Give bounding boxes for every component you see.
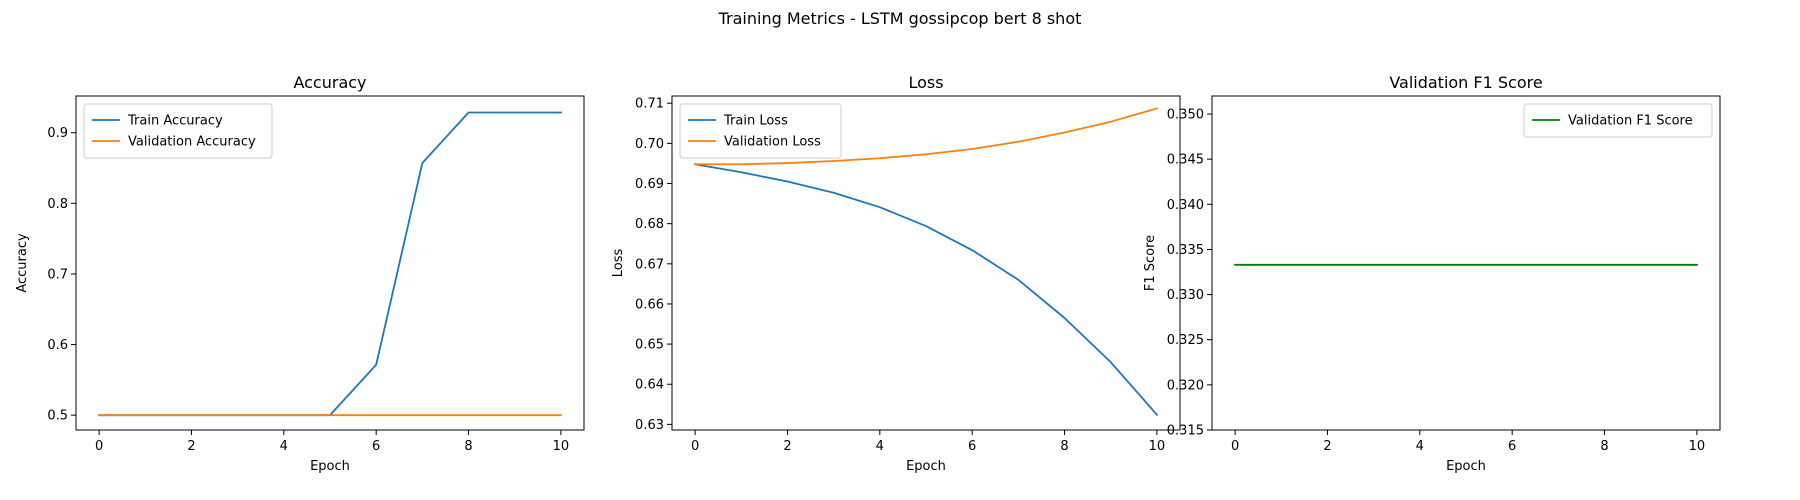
legend-entry: Train Accuracy <box>127 114 223 129</box>
x-tick-label: 0 <box>691 439 699 454</box>
chart-title: Validation F1 Score <box>1389 73 1542 92</box>
y-tick-label: 0.7 <box>47 267 68 282</box>
y-tick-label: 0.315 <box>1167 424 1204 439</box>
x-tick-label: 2 <box>187 439 195 454</box>
y-tick-label: 0.5 <box>47 409 68 424</box>
x-tick-label: 6 <box>1508 439 1516 454</box>
x-tick-label: 10 <box>553 439 570 454</box>
legend-entry: Validation Loss <box>724 135 821 150</box>
x-tick-label: 4 <box>1416 439 1424 454</box>
chart-panel-2: Loss 0 2 4 6 8 10 0.63 0.64 0.65 0.66 0.67 0.68 0.69 0… <box>611 73 1181 474</box>
legend: Train Accuracy Validation Accuracy <box>83 103 273 159</box>
y-tick-label: 0.330 <box>1167 288 1204 303</box>
chart-title: Accuracy <box>293 73 366 92</box>
legend: Train Loss Validation Loss <box>679 103 842 159</box>
y-tick-label: 0.345 <box>1167 153 1204 168</box>
legend-box <box>679 103 842 159</box>
y-tick-label: 0.350 <box>1167 108 1204 123</box>
chart-panel-1: Accuracy 0 2 4 6 8 10 0.5 0.6 0.7 0.8 0.9 Epoch Accur… <box>15 73 585 474</box>
x-tick-label: 8 <box>1600 439 1608 454</box>
x-tick-label: 0 <box>1231 439 1239 454</box>
chart-title: Loss <box>908 73 943 92</box>
x-tick-label: 10 <box>1689 439 1706 454</box>
y-tick-label: 0.68 <box>635 217 664 232</box>
axes-frame <box>671 95 1181 431</box>
figure-title: Training Metrics - LSTM gossipcop bert 8… <box>718 9 1082 28</box>
axes-frame <box>1211 95 1721 431</box>
legend: Validation F1 Score <box>1523 103 1713 138</box>
y-tick-label: 0.6 <box>47 338 68 353</box>
y-axis-label: Accuracy <box>15 233 30 293</box>
x-tick-label: 8 <box>464 439 472 454</box>
y-tick-label: 0.70 <box>635 137 664 152</box>
y-axis-label: F1 Score <box>1143 235 1158 291</box>
legend-entry: Train Loss <box>723 114 788 129</box>
y-tick-label: 0.320 <box>1167 378 1204 393</box>
x-tick-label: 10 <box>1149 439 1166 454</box>
x-tick-label: 2 <box>1323 439 1331 454</box>
x-tick-label: 4 <box>280 439 288 454</box>
x-axis-label: Epoch <box>906 459 946 474</box>
axes-frame <box>75 95 585 431</box>
series-line-2 <box>694 107 1159 166</box>
y-tick-label: 0.335 <box>1167 243 1204 258</box>
y-tick-label: 0.63 <box>635 418 664 433</box>
legend-entry: Validation F1 Score <box>1568 114 1693 129</box>
y-axis-label: Loss <box>611 249 626 278</box>
x-axis-label: Epoch <box>310 459 350 474</box>
legend-box <box>1523 103 1713 138</box>
y-tick-label: 0.64 <box>635 378 664 393</box>
x-tick-label: 4 <box>876 439 884 454</box>
x-tick-label: 0 <box>95 439 103 454</box>
y-tick-label: 0.325 <box>1167 333 1204 348</box>
y-tick-label: 0.8 <box>47 197 68 212</box>
y-tick-label: 0.65 <box>635 338 664 353</box>
x-tick-label: 2 <box>783 439 791 454</box>
y-tick-label: 0.9 <box>47 126 68 141</box>
legend-entry: Validation Accuracy <box>128 135 256 150</box>
x-tick-label: 6 <box>372 439 380 454</box>
y-tick-label: 0.67 <box>635 257 664 272</box>
y-tick-label: 0.69 <box>635 177 664 192</box>
x-tick-label: 8 <box>1060 439 1068 454</box>
x-axis-label: Epoch <box>1446 459 1486 474</box>
legend-box <box>83 103 273 159</box>
panels: Accuracy 0 2 4 6 8 10 0.5 0.6 0.7 0.8 0.9 Epoch Accur… <box>15 73 1721 474</box>
y-tick-label: 0.71 <box>635 97 664 112</box>
x-tick-label: 6 <box>968 439 976 454</box>
series-line-1 <box>694 163 1159 417</box>
y-tick-label: 0.340 <box>1167 198 1204 213</box>
y-tick-label: 0.66 <box>635 297 664 312</box>
